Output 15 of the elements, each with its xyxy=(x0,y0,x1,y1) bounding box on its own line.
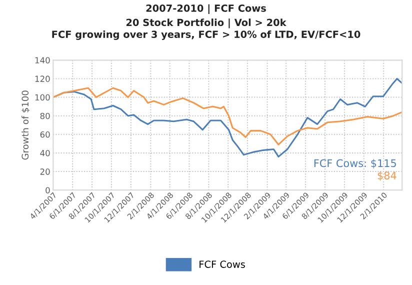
chart-subtitle: 20 Stock Portfolio | Vol > 20k FCF growing over 3 years, FCF > 10% of LTD, EV/FCF<10 xyxy=(52,18,360,40)
y-tick-label: 40 xyxy=(40,150,50,156)
y-tick-label: 60 xyxy=(40,131,50,138)
y-tick-label: 140 xyxy=(35,57,50,64)
legend-label: FCF Cows xyxy=(200,260,245,268)
chart-title: 2007-2010 | FCF Cows xyxy=(146,4,266,14)
line-series xyxy=(53,87,402,146)
y-tick-label: 0 xyxy=(46,187,50,194)
annotation: $84 xyxy=(378,171,396,181)
y-tick-label: 120 xyxy=(35,76,50,82)
y-axis-title: Growth of $100 xyxy=(22,90,30,160)
y-tick-label: 20 xyxy=(40,168,50,175)
y-tick-label: 80 xyxy=(40,112,50,120)
y-tick-label: 100 xyxy=(35,94,50,101)
annotation: FCF Cows: $115 xyxy=(314,159,396,169)
